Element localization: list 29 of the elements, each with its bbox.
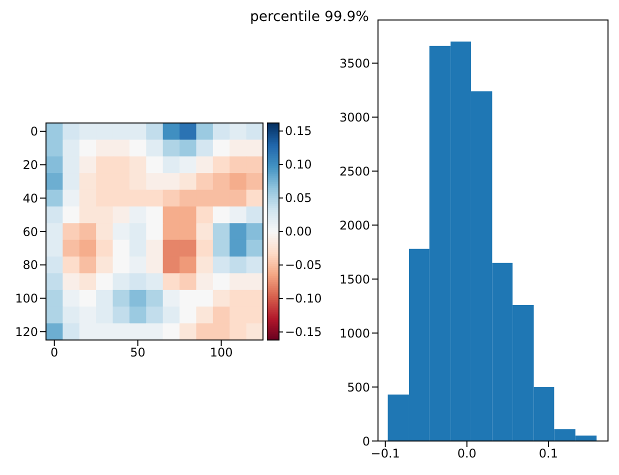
x-tick-label: 0.1 bbox=[538, 446, 558, 461]
chart-title: percentile 99.9% bbox=[249, 8, 370, 26]
color-bar-label: −0.10 bbox=[285, 291, 322, 306]
y-tick-label: 1000 bbox=[339, 326, 370, 340]
y-tick-label: 120 bbox=[15, 324, 38, 339]
y-tick-label: 1500 bbox=[339, 272, 370, 286]
y-tick-label: 3000 bbox=[339, 110, 370, 124]
color-bar-label: 0.00 bbox=[285, 224, 312, 238]
y-tick-label: 20 bbox=[22, 158, 38, 172]
y-tick-label: 100 bbox=[15, 292, 38, 306]
x-tick-label: 100 bbox=[210, 346, 233, 360]
y-tick-label: 60 bbox=[22, 224, 38, 239]
y-tick-label: 0 bbox=[30, 124, 38, 139]
color-bar-label: −0.05 bbox=[285, 258, 322, 272]
color-bar-label: −0.15 bbox=[285, 324, 322, 339]
y-tick-label: 3500 bbox=[339, 56, 370, 70]
x-tick-label: 50 bbox=[130, 346, 146, 360]
color-bar-label: 0.10 bbox=[285, 158, 312, 172]
x-tick-label: −0.1 bbox=[370, 446, 400, 461]
x-tick-label: 0 bbox=[50, 346, 58, 360]
y-tick-label: 2500 bbox=[339, 164, 370, 178]
x-tick-label: 0.0 bbox=[457, 446, 476, 461]
y-tick-label: 500 bbox=[347, 380, 370, 394]
color-bar-label: 0.15 bbox=[285, 124, 312, 138]
color-bar-label: 0.05 bbox=[285, 191, 312, 206]
y-tick-label: 40 bbox=[22, 191, 38, 206]
y-tick-label: 0 bbox=[362, 434, 370, 448]
y-tick-label: 2000 bbox=[339, 218, 370, 232]
y-tick-label: 80 bbox=[22, 258, 38, 272]
